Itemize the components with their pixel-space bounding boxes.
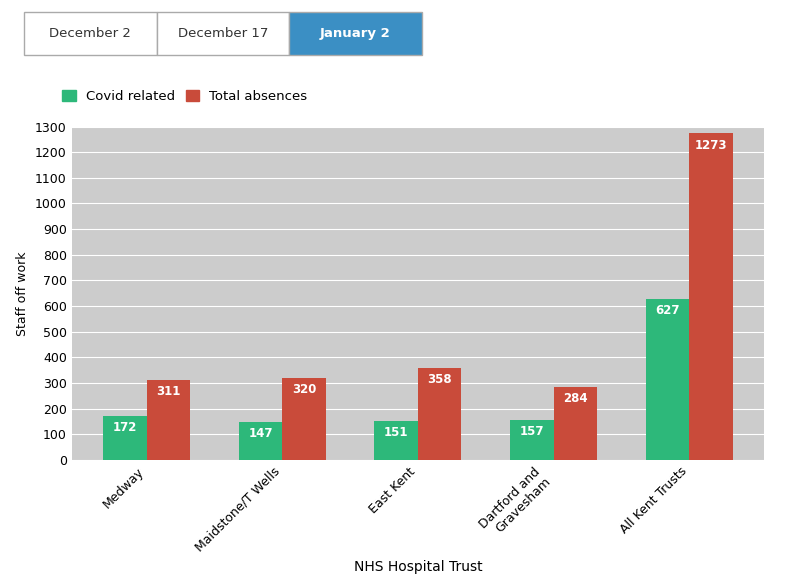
Bar <box>103 416 146 460</box>
Bar <box>418 368 462 460</box>
X-axis label: NHS Hospital Trust: NHS Hospital Trust <box>353 560 482 574</box>
Text: 1273: 1273 <box>695 139 728 152</box>
Bar <box>239 422 283 460</box>
Text: 358: 358 <box>427 373 452 386</box>
Text: 172: 172 <box>113 421 137 434</box>
Text: 320: 320 <box>292 383 316 396</box>
Bar <box>553 387 597 460</box>
Text: 311: 311 <box>156 385 181 398</box>
Bar <box>289 12 422 55</box>
Text: 147: 147 <box>248 427 273 440</box>
Bar <box>374 421 418 460</box>
Text: 157: 157 <box>520 425 544 438</box>
Bar <box>510 420 553 460</box>
Bar <box>689 133 732 460</box>
Bar <box>157 12 289 55</box>
Text: 151: 151 <box>384 427 408 439</box>
Bar <box>646 299 689 460</box>
Y-axis label: Staff off work: Staff off work <box>17 251 29 335</box>
Bar <box>283 378 326 460</box>
Text: 284: 284 <box>563 392 587 405</box>
Text: January 2: January 2 <box>320 26 391 40</box>
Text: December 17: December 17 <box>178 26 268 40</box>
Bar <box>146 380 190 460</box>
Legend: Covid related, Total absences: Covid related, Total absences <box>62 90 307 103</box>
Text: 627: 627 <box>655 304 680 317</box>
Text: December 2: December 2 <box>49 26 131 40</box>
Bar <box>24 12 157 55</box>
